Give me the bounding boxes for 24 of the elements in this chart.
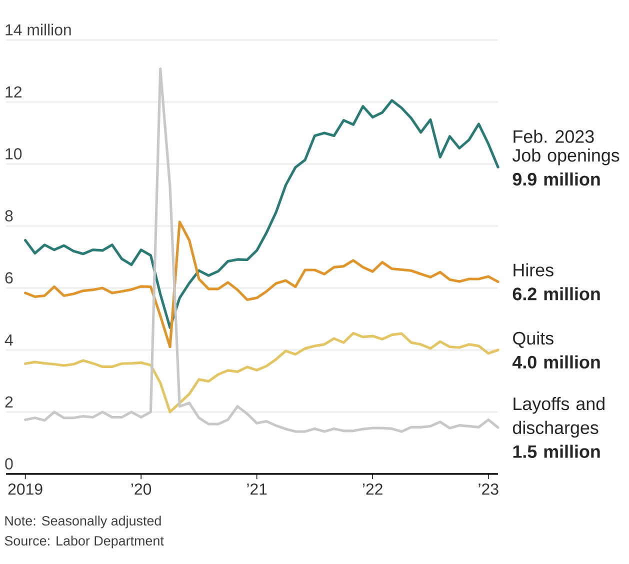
series-label: Job openings (512, 148, 620, 166)
x-tick-label: ’22 (362, 484, 382, 495)
text: Note: Seasonally adjusted (5, 516, 161, 528)
y-tick-label: 0 (5, 458, 13, 470)
x-tick-label: ’23 (478, 484, 498, 495)
y-tick-label: 6 (5, 272, 13, 284)
data-label: 1.5 million (513, 444, 600, 458)
y-tick-label: 14 million (6, 24, 71, 36)
y-tick-label: 8 (5, 210, 13, 222)
x-tick-label: ’21 (247, 484, 267, 495)
y-tick-label: 4 (4, 334, 13, 346)
x-tick-label: ’20 (131, 484, 152, 495)
data-label: 6.2 million (512, 287, 600, 300)
source-note: Source: Labor Department (4, 536, 164, 548)
y-tick-label: 12 (6, 86, 22, 98)
annotation: Feb. 2023 (514, 130, 594, 143)
series-label: Quits (513, 331, 554, 348)
data-label: 4.0 million (512, 355, 600, 369)
x-tick-label: 2019 (8, 484, 42, 495)
data-label: 9.9 million (512, 172, 600, 186)
series-label: Layoffs and discharges (512, 396, 604, 438)
y-tick-label: 10 (6, 148, 22, 160)
y-tick-label: 2 (5, 396, 13, 408)
series-label: Hires (514, 263, 554, 276)
